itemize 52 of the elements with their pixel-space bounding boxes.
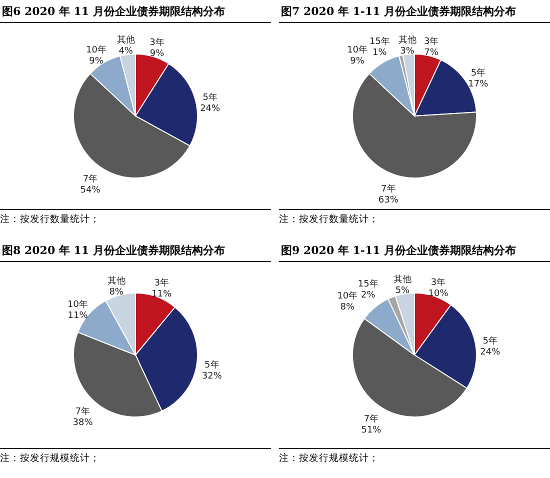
chart-title: 图8 2020 年 11 月份企业债券期限结构分布: [0, 239, 271, 262]
chart-title: 图7 2020 年 1-11 月份企业债券期限结构分布: [279, 0, 550, 23]
data-label: 11%: [68, 311, 88, 322]
text: 注：按发行数量统计；: [279, 213, 380, 226]
text: 注：按发行规模统计；: [279, 452, 380, 465]
data-label: 7%: [424, 48, 439, 58]
slice-label: 其他: [116, 34, 135, 46]
slice-label: 10年: [86, 44, 107, 56]
data-label: 32%: [202, 372, 222, 382]
data-label: 63%: [378, 195, 399, 206]
slice-label: 7年: [75, 406, 90, 418]
data-label: 54%: [80, 185, 101, 196]
data-label: 4%: [118, 46, 134, 57]
data-label: 38%: [72, 418, 94, 428]
slice-label: 其他: [398, 34, 416, 46]
slice-label: 3年: [430, 276, 446, 288]
slice-label: 3年: [154, 278, 169, 289]
slice-label: 5年: [204, 360, 220, 371]
slice-label: 15年: [369, 36, 390, 47]
slice-label: 其他: [393, 274, 412, 285]
slice-label: 3年: [150, 37, 164, 48]
data-label: 51%: [361, 426, 382, 436]
slice-label: 5年: [202, 92, 218, 103]
data-label: 2%: [361, 290, 376, 300]
data-label: 24%: [480, 348, 501, 358]
slice-label: 7年: [82, 173, 98, 184]
data-label: 1%: [372, 48, 388, 58]
data-label: 3%: [400, 46, 415, 56]
data-label: 10%: [428, 288, 449, 299]
slice-label: 7年: [381, 183, 396, 194]
slice-label: 3年: [424, 36, 439, 47]
text: 注：按发行规模统计；: [0, 452, 101, 465]
slice-label: 10年: [68, 299, 88, 310]
data-label: 9%: [150, 49, 165, 60]
data-label: 24%: [200, 104, 221, 114]
slice-label: 10年: [347, 44, 368, 56]
data-label: 8%: [109, 287, 124, 298]
chart-title: 图9 2020 年 1-11 月份企业债券期限结构分布: [279, 239, 550, 262]
slice-label: 7年: [364, 414, 379, 425]
data-label: 17%: [468, 80, 489, 90]
slice-label: 15年: [358, 278, 378, 290]
slice-label: 10年: [337, 290, 358, 302]
slice-label: 其他: [107, 275, 126, 286]
slice-label: 5年: [482, 336, 498, 347]
data-label: 8%: [340, 302, 356, 313]
data-label: 9%: [350, 56, 365, 67]
data-label: 5%: [395, 286, 410, 296]
data-label: 11%: [152, 290, 172, 300]
data-label: 9%: [89, 56, 104, 67]
slice-label: 5年: [470, 68, 486, 79]
text: 注：按发行数量统计；: [0, 213, 101, 226]
chart-title: 图6 2020 年 11 月份企业债券期限结构分布: [0, 0, 271, 23]
